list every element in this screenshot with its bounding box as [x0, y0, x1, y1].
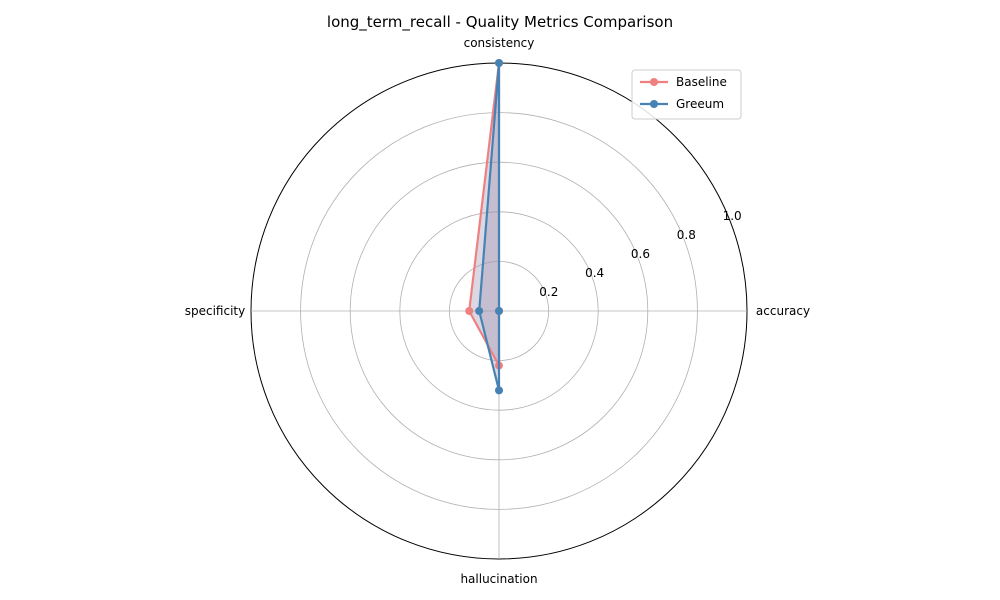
axis-label-consistency: consistency [464, 36, 535, 50]
series-fill-greeum [479, 63, 499, 391]
legend: Baseline Greeum [631, 69, 742, 120]
legend-marker-greeum [650, 100, 658, 108]
series-fills [469, 63, 499, 391]
rtick-label-0: 0.2 [539, 285, 558, 299]
series-lines [465, 59, 503, 395]
axis-label-accuracy: accuracy [756, 304, 810, 318]
axis-label-hallucination: hallucination [460, 572, 537, 586]
rtick-label-2: 0.6 [631, 247, 650, 261]
series-fill-baseline [469, 63, 499, 366]
rtick-label-4: 1.0 [723, 209, 742, 223]
rtick-label-3: 0.8 [677, 228, 696, 242]
data-point-greeum-accuracy [495, 307, 503, 315]
data-point-greeum-hallucination [495, 386, 503, 395]
data-point-greeum-consistency [495, 59, 503, 67]
axis-labels: accuracy consistency specificity hallucinat… [185, 36, 810, 586]
data-point-baseline-specificity [465, 307, 474, 315]
radial-tick-labels: 0.2 0.4 0.6 0.8 1.0 [539, 209, 741, 299]
axis-label-specificity: specificity [185, 304, 245, 318]
legend-label-baseline: Baseline [676, 75, 727, 89]
data-point-greeum-specificity [475, 307, 484, 315]
legend-marker-baseline [650, 78, 658, 86]
chart-title: long_term_recall - Quality Metrics Compa… [327, 13, 673, 32]
legend-label-greeum: Greeum [676, 97, 724, 111]
rtick-label-1: 0.4 [585, 266, 604, 280]
